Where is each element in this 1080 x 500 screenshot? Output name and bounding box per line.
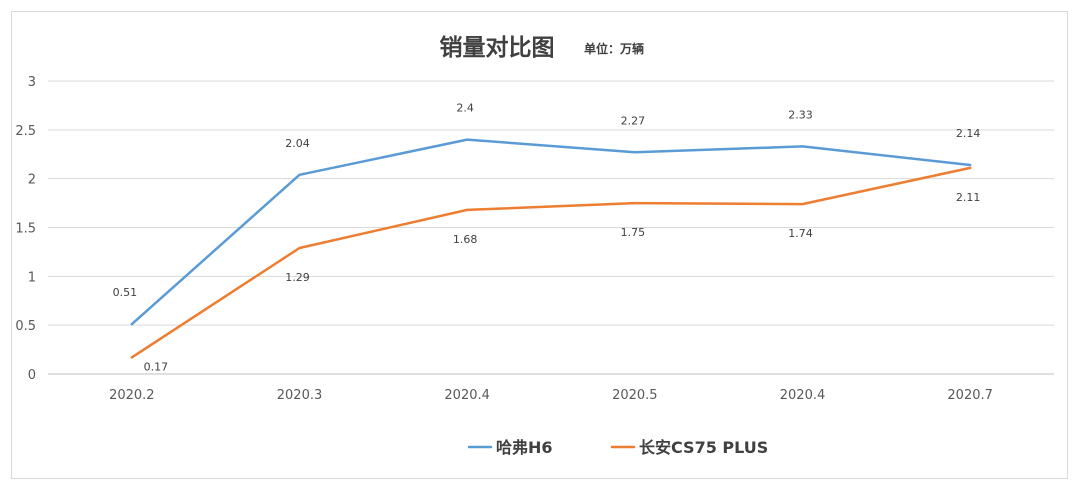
data-label: 2.04 <box>285 137 310 150</box>
data-label: 1.75 <box>621 226 646 239</box>
chart-frame <box>11 11 1068 479</box>
y-tick-label: 3 <box>28 75 36 90</box>
x-tick-label: 2020.5 <box>612 388 658 403</box>
data-label: 2.11 <box>956 191 981 204</box>
chart-title: 销量对比图 <box>440 35 555 61</box>
legend-label-1: 哈弗H6 <box>496 438 553 457</box>
data-label: 0.17 <box>144 360 169 373</box>
unit-label: 单位：万辆 <box>584 41 644 56</box>
data-label: 1.74 <box>788 227 813 240</box>
y-tick-label: 0 <box>28 368 36 383</box>
y-tick-label: 0.5 <box>15 319 36 334</box>
x-tick-label: 2020.4 <box>780 388 826 403</box>
y-tick-label: 2 <box>28 173 36 188</box>
data-label: 2.4 <box>456 102 474 115</box>
series-line-2 <box>130 166 972 359</box>
data-label: 1.68 <box>453 233 478 246</box>
data-label: 2.27 <box>621 114 646 127</box>
x-tick-label: 2020.4 <box>444 388 490 403</box>
y-tick-label: 1 <box>28 270 36 285</box>
data-label: 2.33 <box>788 108 813 121</box>
series-line-1 <box>130 138 972 326</box>
x-tick-label: 2020.2 <box>109 388 155 403</box>
y-tick-label: 2.5 <box>15 124 36 139</box>
x-tick-label: 2020.7 <box>947 388 993 403</box>
legend-label-2: 长安CS75 PLUS <box>639 438 768 457</box>
data-label: 0.51 <box>113 286 138 299</box>
data-label: 2.14 <box>956 127 981 140</box>
data-label: 1.29 <box>285 271 310 284</box>
y-tick-label: 1.5 <box>15 222 36 237</box>
x-tick-label: 2020.3 <box>277 388 323 403</box>
